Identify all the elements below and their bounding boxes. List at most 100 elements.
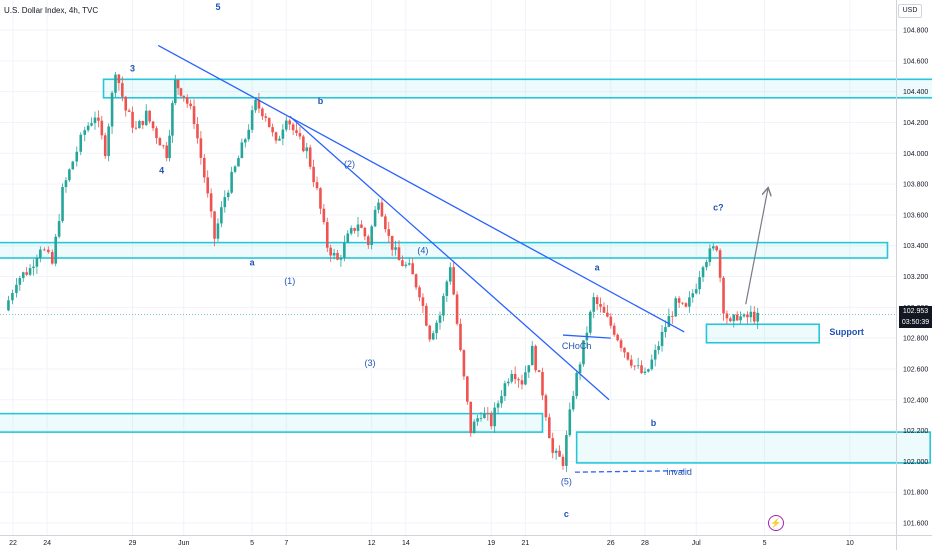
candle-body (749, 311, 753, 318)
candle-body (725, 313, 729, 319)
candle-body (216, 223, 220, 239)
candle-body (346, 233, 350, 243)
candle-body (223, 197, 227, 208)
candle-body (619, 340, 623, 348)
candle-body (363, 227, 367, 237)
candle-body (336, 252, 339, 260)
candle-body (752, 311, 756, 322)
zone-right-low[interactable] (575, 431, 931, 464)
candle-body (599, 303, 602, 307)
candle-body (271, 127, 274, 133)
long-trendline[interactable] (157, 44, 685, 333)
currency-unit-button[interactable]: USD (898, 4, 922, 18)
candle-body (291, 124, 295, 131)
candle-body (561, 456, 565, 466)
candle-body (612, 325, 616, 335)
time-tick-label: 26 (607, 540, 615, 547)
candle-body (261, 108, 264, 117)
wave-label: (5) (561, 476, 572, 486)
projection-arrow[interactable] (745, 189, 768, 305)
candle-body (11, 293, 14, 301)
candle-body (404, 264, 408, 267)
candle-body (571, 396, 575, 410)
candle-body (421, 297, 425, 306)
candle-body (698, 277, 701, 290)
zones-layer (0, 78, 932, 464)
candle-body (332, 252, 336, 256)
candle-body (144, 110, 148, 126)
candle-body (79, 134, 83, 152)
wave-label: invalid (666, 467, 692, 477)
candle-body (189, 103, 192, 107)
candle-body (551, 438, 555, 453)
price-tick-label: 104.200 (903, 120, 928, 127)
candle-body (240, 142, 244, 159)
candle-body (595, 297, 599, 304)
candle-body (541, 372, 544, 396)
candle-body (578, 364, 582, 373)
time-tick-label: 19 (487, 540, 495, 547)
time-tick-label: Jul (692, 540, 701, 547)
candle-body (64, 180, 68, 188)
candle-body (353, 228, 356, 231)
candle-body (100, 120, 104, 136)
candle-body (134, 127, 138, 129)
candle-body (565, 435, 568, 466)
candle-body (124, 96, 128, 111)
candle-body (653, 349, 657, 360)
candle-body (305, 147, 309, 152)
candle-body (220, 207, 223, 224)
time-axis[interactable]: 22 24 29 Jun 5 7 12 14 19 21 26 28 Jul 5 10 (9, 540, 854, 547)
candle-body (185, 97, 189, 104)
candle-body (466, 376, 469, 402)
candle-body (18, 277, 22, 285)
candle-body (75, 151, 79, 162)
candle-body (589, 311, 592, 333)
time-tick-label: 12 (368, 540, 376, 547)
candle-body (602, 306, 606, 313)
price-tick-label: 102.600 (903, 366, 928, 373)
price-tick-label: 102.200 (903, 428, 928, 435)
tradingview-bolt-icon[interactable]: ⚡ (768, 515, 784, 531)
zone-a[interactable] (0, 241, 889, 259)
candle-body (640, 365, 643, 374)
wave-label: a (595, 262, 601, 272)
candle-body (168, 135, 171, 159)
wave-label: c (564, 509, 569, 519)
candle-body (366, 236, 370, 245)
plot-background (0, 0, 896, 535)
candle-body (657, 346, 660, 350)
candle-body (647, 369, 650, 372)
candle-body (746, 314, 749, 318)
candle-body (182, 95, 186, 98)
candle-body (97, 117, 100, 121)
candle-body (32, 266, 35, 269)
zone-left-low[interactable] (0, 412, 544, 433)
current-price-value: 102.953 (902, 308, 929, 315)
candle-body (629, 359, 633, 366)
candle-body (455, 294, 459, 324)
candle-body (158, 138, 162, 146)
inner-trendline[interactable] (289, 115, 610, 401)
candle-body (507, 381, 510, 384)
candle-body (756, 312, 759, 322)
candle-body (302, 136, 305, 152)
candle-body (520, 380, 524, 385)
wave-label: 4 (159, 165, 164, 175)
candle-body (643, 371, 647, 374)
candle-body (312, 166, 315, 183)
resistance-zone-top[interactable] (102, 78, 932, 99)
candle-body (315, 182, 319, 189)
invalid-line[interactable] (574, 469, 688, 473)
choch-line[interactable] (562, 334, 611, 339)
candle-body (165, 145, 169, 159)
candle-body (199, 138, 203, 158)
candle-body (28, 268, 32, 275)
support-zone[interactable] (705, 323, 820, 344)
candle-body (107, 126, 110, 157)
candle-body (513, 373, 517, 380)
price-tick-label: 103.800 (903, 182, 928, 189)
candle-body (667, 316, 671, 328)
